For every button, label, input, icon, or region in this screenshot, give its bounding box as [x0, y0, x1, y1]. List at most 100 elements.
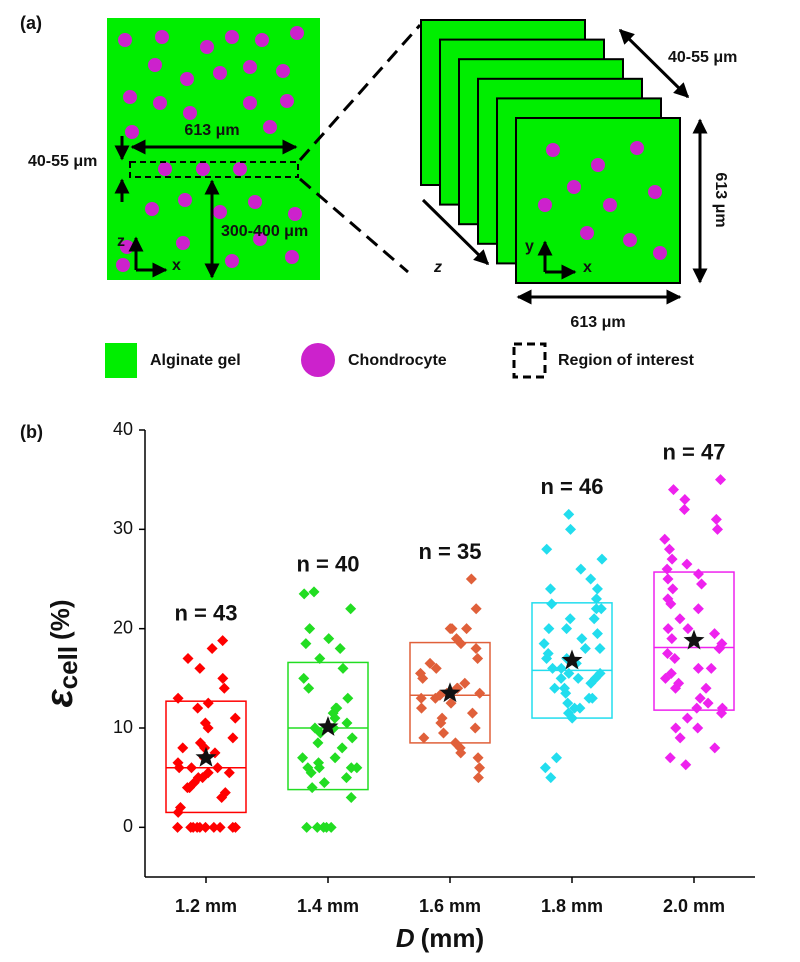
- data-point: [469, 722, 481, 734]
- y-axis-label-part: ε: [39, 689, 81, 708]
- chondrocyte: [118, 33, 132, 47]
- data-point: [302, 762, 314, 774]
- data-point: [306, 782, 318, 794]
- data-point: [666, 633, 678, 645]
- chondrocyte: [225, 30, 239, 44]
- legend-swatch: [512, 342, 547, 379]
- chondrocyte: [125, 125, 139, 139]
- data-point: [545, 772, 557, 784]
- data-point: [199, 821, 211, 833]
- data-point: [674, 732, 686, 744]
- data-point: [470, 643, 482, 655]
- zoom-line: [298, 24, 422, 161]
- data-point: [323, 633, 335, 645]
- data-point: [194, 662, 206, 674]
- chondrocyte: [196, 162, 210, 176]
- chondrocyte: [538, 198, 552, 212]
- data-point: [217, 672, 229, 684]
- data-point: [297, 752, 309, 764]
- x-tick-label: 2.0 mm: [663, 896, 725, 916]
- data-point: [309, 722, 321, 734]
- legend-swatch: [105, 343, 137, 378]
- y-tick-label: 10: [113, 717, 133, 737]
- data-point: [336, 742, 348, 754]
- chondrocyte: [176, 236, 190, 250]
- chondrocyte: [290, 26, 304, 40]
- legend-swatch: [301, 343, 335, 377]
- data-point: [437, 727, 449, 739]
- data-point: [662, 593, 674, 605]
- data-point: [472, 772, 484, 784]
- mean-marker: [561, 649, 583, 670]
- data-point: [472, 652, 484, 664]
- data-point: [564, 613, 576, 625]
- data-point: [659, 533, 671, 545]
- thickness-label: 40-55 μm: [668, 49, 737, 66]
- data-point: [298, 588, 310, 600]
- data-point: [692, 662, 704, 674]
- data-point: [229, 712, 241, 724]
- data-point: [576, 633, 588, 645]
- data-point: [563, 508, 575, 520]
- x-tick-label: 1.2 mm: [175, 896, 237, 916]
- data-point: [594, 643, 606, 655]
- data-point: [562, 697, 574, 709]
- data-point: [692, 603, 704, 615]
- legend-label: Alginate gel: [150, 352, 241, 369]
- data-point: [579, 643, 591, 655]
- data-point: [716, 638, 728, 650]
- slice-stack: [420, 19, 681, 284]
- data-point: [192, 772, 204, 784]
- data-point: [588, 613, 600, 625]
- x-tick-label: 1.8 mm: [541, 896, 603, 916]
- y-tick-label: 40: [113, 419, 133, 439]
- data-point: [208, 821, 220, 833]
- data-point: [661, 563, 673, 575]
- data-point: [664, 752, 676, 764]
- mean-marker: [195, 746, 217, 767]
- data-point: [709, 742, 721, 754]
- data-point: [562, 707, 574, 719]
- y-tick-label: 0: [123, 816, 133, 836]
- data-point: [547, 662, 559, 674]
- data-point: [596, 553, 608, 565]
- chondrocyte: [225, 254, 239, 268]
- chondrocyte: [180, 72, 194, 86]
- x-axis-label: D (mm): [396, 923, 484, 953]
- chondrocyte: [276, 64, 290, 78]
- chondrocyte: [153, 96, 167, 110]
- data-point: [459, 677, 471, 689]
- panel-label: (a): [20, 13, 42, 33]
- mean-marker: [439, 682, 461, 703]
- data-point: [681, 712, 693, 724]
- chart: 0 10 20 30 40 εcell (%) D (mm) 1.2 mm n = 43 1.4 mm…: [39, 419, 755, 953]
- data-point: [342, 692, 354, 704]
- data-point: [304, 623, 316, 635]
- data-point: [595, 603, 607, 615]
- data-point: [415, 692, 427, 704]
- data-point: [667, 583, 679, 595]
- data-point: [351, 762, 363, 774]
- zoom-line: [299, 177, 409, 274]
- depth-label: 300-400 μm: [221, 223, 308, 240]
- data-point: [474, 762, 486, 774]
- data-point: [669, 652, 681, 664]
- chondrocyte: [280, 94, 294, 108]
- chondrocyte: [158, 162, 172, 176]
- axis-label: y: [525, 238, 534, 255]
- data-point: [345, 762, 357, 774]
- data-point: [679, 494, 691, 506]
- chondrocyte: [183, 106, 197, 120]
- axis-label: x: [583, 259, 592, 276]
- data-point: [474, 687, 486, 699]
- data-point: [219, 787, 231, 799]
- data-point: [662, 573, 674, 585]
- data-point: [538, 638, 550, 650]
- x-axis-label-part: D: [396, 923, 415, 953]
- data-point: [202, 767, 214, 779]
- legend-label: Region of interest: [558, 352, 695, 369]
- chondrocyte: [591, 158, 605, 172]
- data-point: [715, 474, 727, 486]
- data-point: [662, 623, 674, 635]
